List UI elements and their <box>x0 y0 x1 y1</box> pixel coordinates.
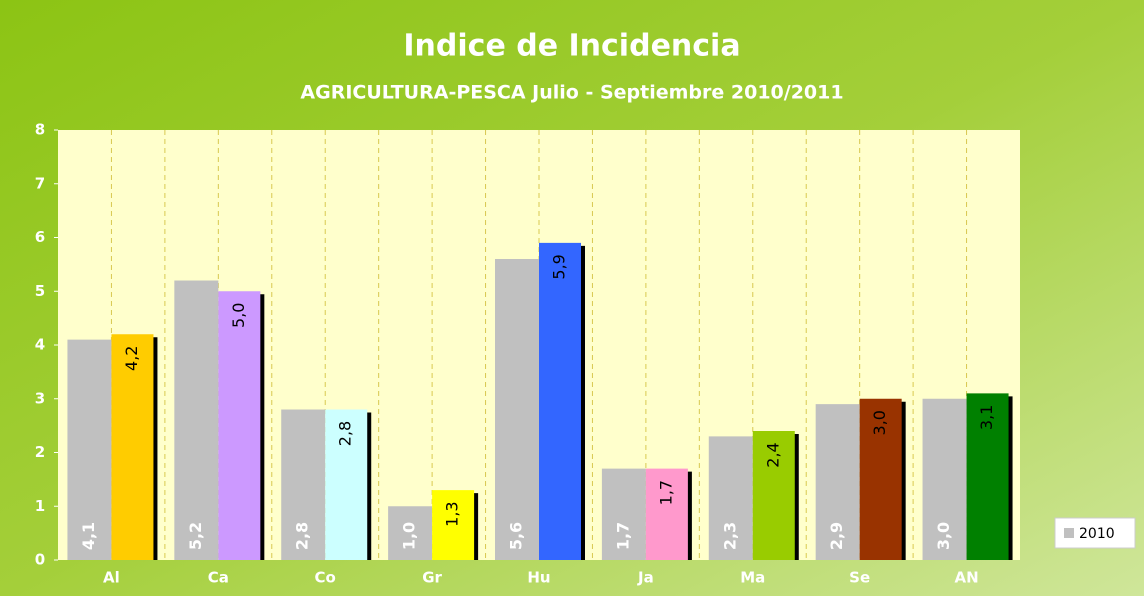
x-tick-label: Hu <box>527 569 550 587</box>
value-label: 1,3 <box>443 501 462 526</box>
value-label: 5,9 <box>550 254 569 279</box>
y-tick-label: 0 <box>35 551 45 569</box>
bar <box>495 259 539 560</box>
chart-title: Indice de Incidencia <box>403 29 740 64</box>
value-label: 1,7 <box>613 522 632 550</box>
bar <box>859 398 902 560</box>
y-tick-label: 5 <box>35 282 45 300</box>
value-label: 2,8 <box>293 522 312 550</box>
x-tick-label: Ja <box>637 569 654 587</box>
x-tick-label: AN <box>954 569 978 587</box>
value-label: 5,0 <box>229 303 248 328</box>
legend-swatch <box>1064 528 1074 538</box>
value-label: 5,2 <box>186 522 205 550</box>
value-label: 3,1 <box>977 405 996 430</box>
bar <box>601 468 646 560</box>
bar <box>111 334 154 560</box>
x-tick-label: Gr <box>422 569 442 587</box>
value-label: 4,2 <box>122 346 141 371</box>
y-tick-label: 7 <box>35 174 45 192</box>
bar <box>325 409 368 560</box>
bar <box>174 280 219 560</box>
bar <box>815 404 860 560</box>
x-tick-label: Se <box>849 569 870 587</box>
bar <box>281 409 326 560</box>
y-tick-label: 8 <box>35 121 45 139</box>
value-label: 2,3 <box>720 522 739 550</box>
value-label: 2,9 <box>827 522 846 550</box>
bar <box>966 393 1009 560</box>
x-tick-label: Al <box>103 569 120 587</box>
legend-label: 2010 <box>1079 526 1115 542</box>
x-tick-label: Ca <box>208 569 229 587</box>
value-label: 3,0 <box>870 410 889 435</box>
x-tick-label: Co <box>315 569 336 587</box>
y-tick-label: 1 <box>35 497 45 515</box>
value-label: 2,4 <box>763 442 782 467</box>
value-label: 1,0 <box>400 522 419 550</box>
x-tick-label: Ma <box>740 569 765 587</box>
y-tick-label: 4 <box>35 336 45 354</box>
bar <box>432 490 475 560</box>
chart-subtitle: AGRICULTURA-PESCA Julio - Septiembre 201… <box>300 82 843 104</box>
bar <box>752 431 795 560</box>
value-label: 3,0 <box>934 522 953 550</box>
bar <box>539 242 581 560</box>
bar <box>708 436 753 560</box>
bar <box>388 506 433 560</box>
value-label: 4,1 <box>79 522 98 550</box>
value-label: 1,7 <box>656 480 675 505</box>
bar <box>218 291 261 560</box>
value-label: 5,6 <box>507 522 526 550</box>
bar <box>67 339 112 560</box>
bar <box>922 398 967 560</box>
y-tick-label: 6 <box>35 228 45 246</box>
y-tick-label: 3 <box>35 389 45 407</box>
bar <box>645 468 688 560</box>
y-tick-label: 2 <box>35 443 45 461</box>
value-label: 2,8 <box>336 421 355 446</box>
